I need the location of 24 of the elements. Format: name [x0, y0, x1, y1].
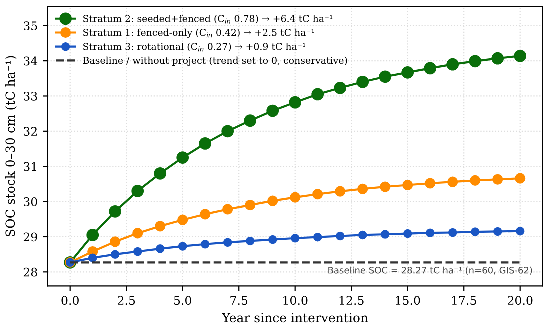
x-tick-label: 20.0: [508, 296, 533, 306]
legend-label: Baseline / without project (trend set to 0, conservative): [83, 56, 348, 66]
y-tick-label: 29: [24, 232, 38, 242]
x-tick-label: 12.5: [340, 296, 364, 306]
x-tick-label: 17.5: [452, 296, 476, 306]
y-tick-label: 30: [24, 198, 38, 206]
y-tick-label: 33: [24, 92, 38, 101]
x-axis-title: Year since intervention: [222, 313, 368, 323]
x-tick-label: 15.0: [396, 296, 420, 306]
x-tick-label: 10.0: [284, 296, 308, 306]
x-tick-label: 2.5: [118, 296, 136, 306]
y-tick-label: 34: [24, 56, 38, 66]
legend-label: Stratum 3: rotational (C$_{in}$ 0.27) → +0.9 tC ha⁻¹: [84, 42, 306, 52]
y-tick-label: 35: [24, 22, 38, 31]
legend-label: Stratum 2: seeded+fenced (C$_{in}$ 0.78) → +6.4 tC ha⁻¹: [84, 15, 333, 24]
x-tick-label: 7.5: [230, 296, 248, 306]
x-tick-label: 5.0: [174, 296, 192, 306]
y-tick-label: 31: [24, 162, 36, 172]
legend-label: Stratum 1: fenced-only (C$_{in}$ 0.42) → +2.5 tC ha⁻¹: [84, 28, 314, 38]
x-tick-label: 0.0: [62, 296, 79, 306]
annotation: Baseline SOC = 28.27 tC ha⁻¹ (n=60, GIS-62): [328, 266, 532, 275]
y-tick-label: 32: [24, 127, 37, 136]
y-tick-label: 28: [24, 268, 38, 277]
y-axis-title: SOC stock 0–30 cm (tC ha⁻¹): [5, 56, 17, 236]
